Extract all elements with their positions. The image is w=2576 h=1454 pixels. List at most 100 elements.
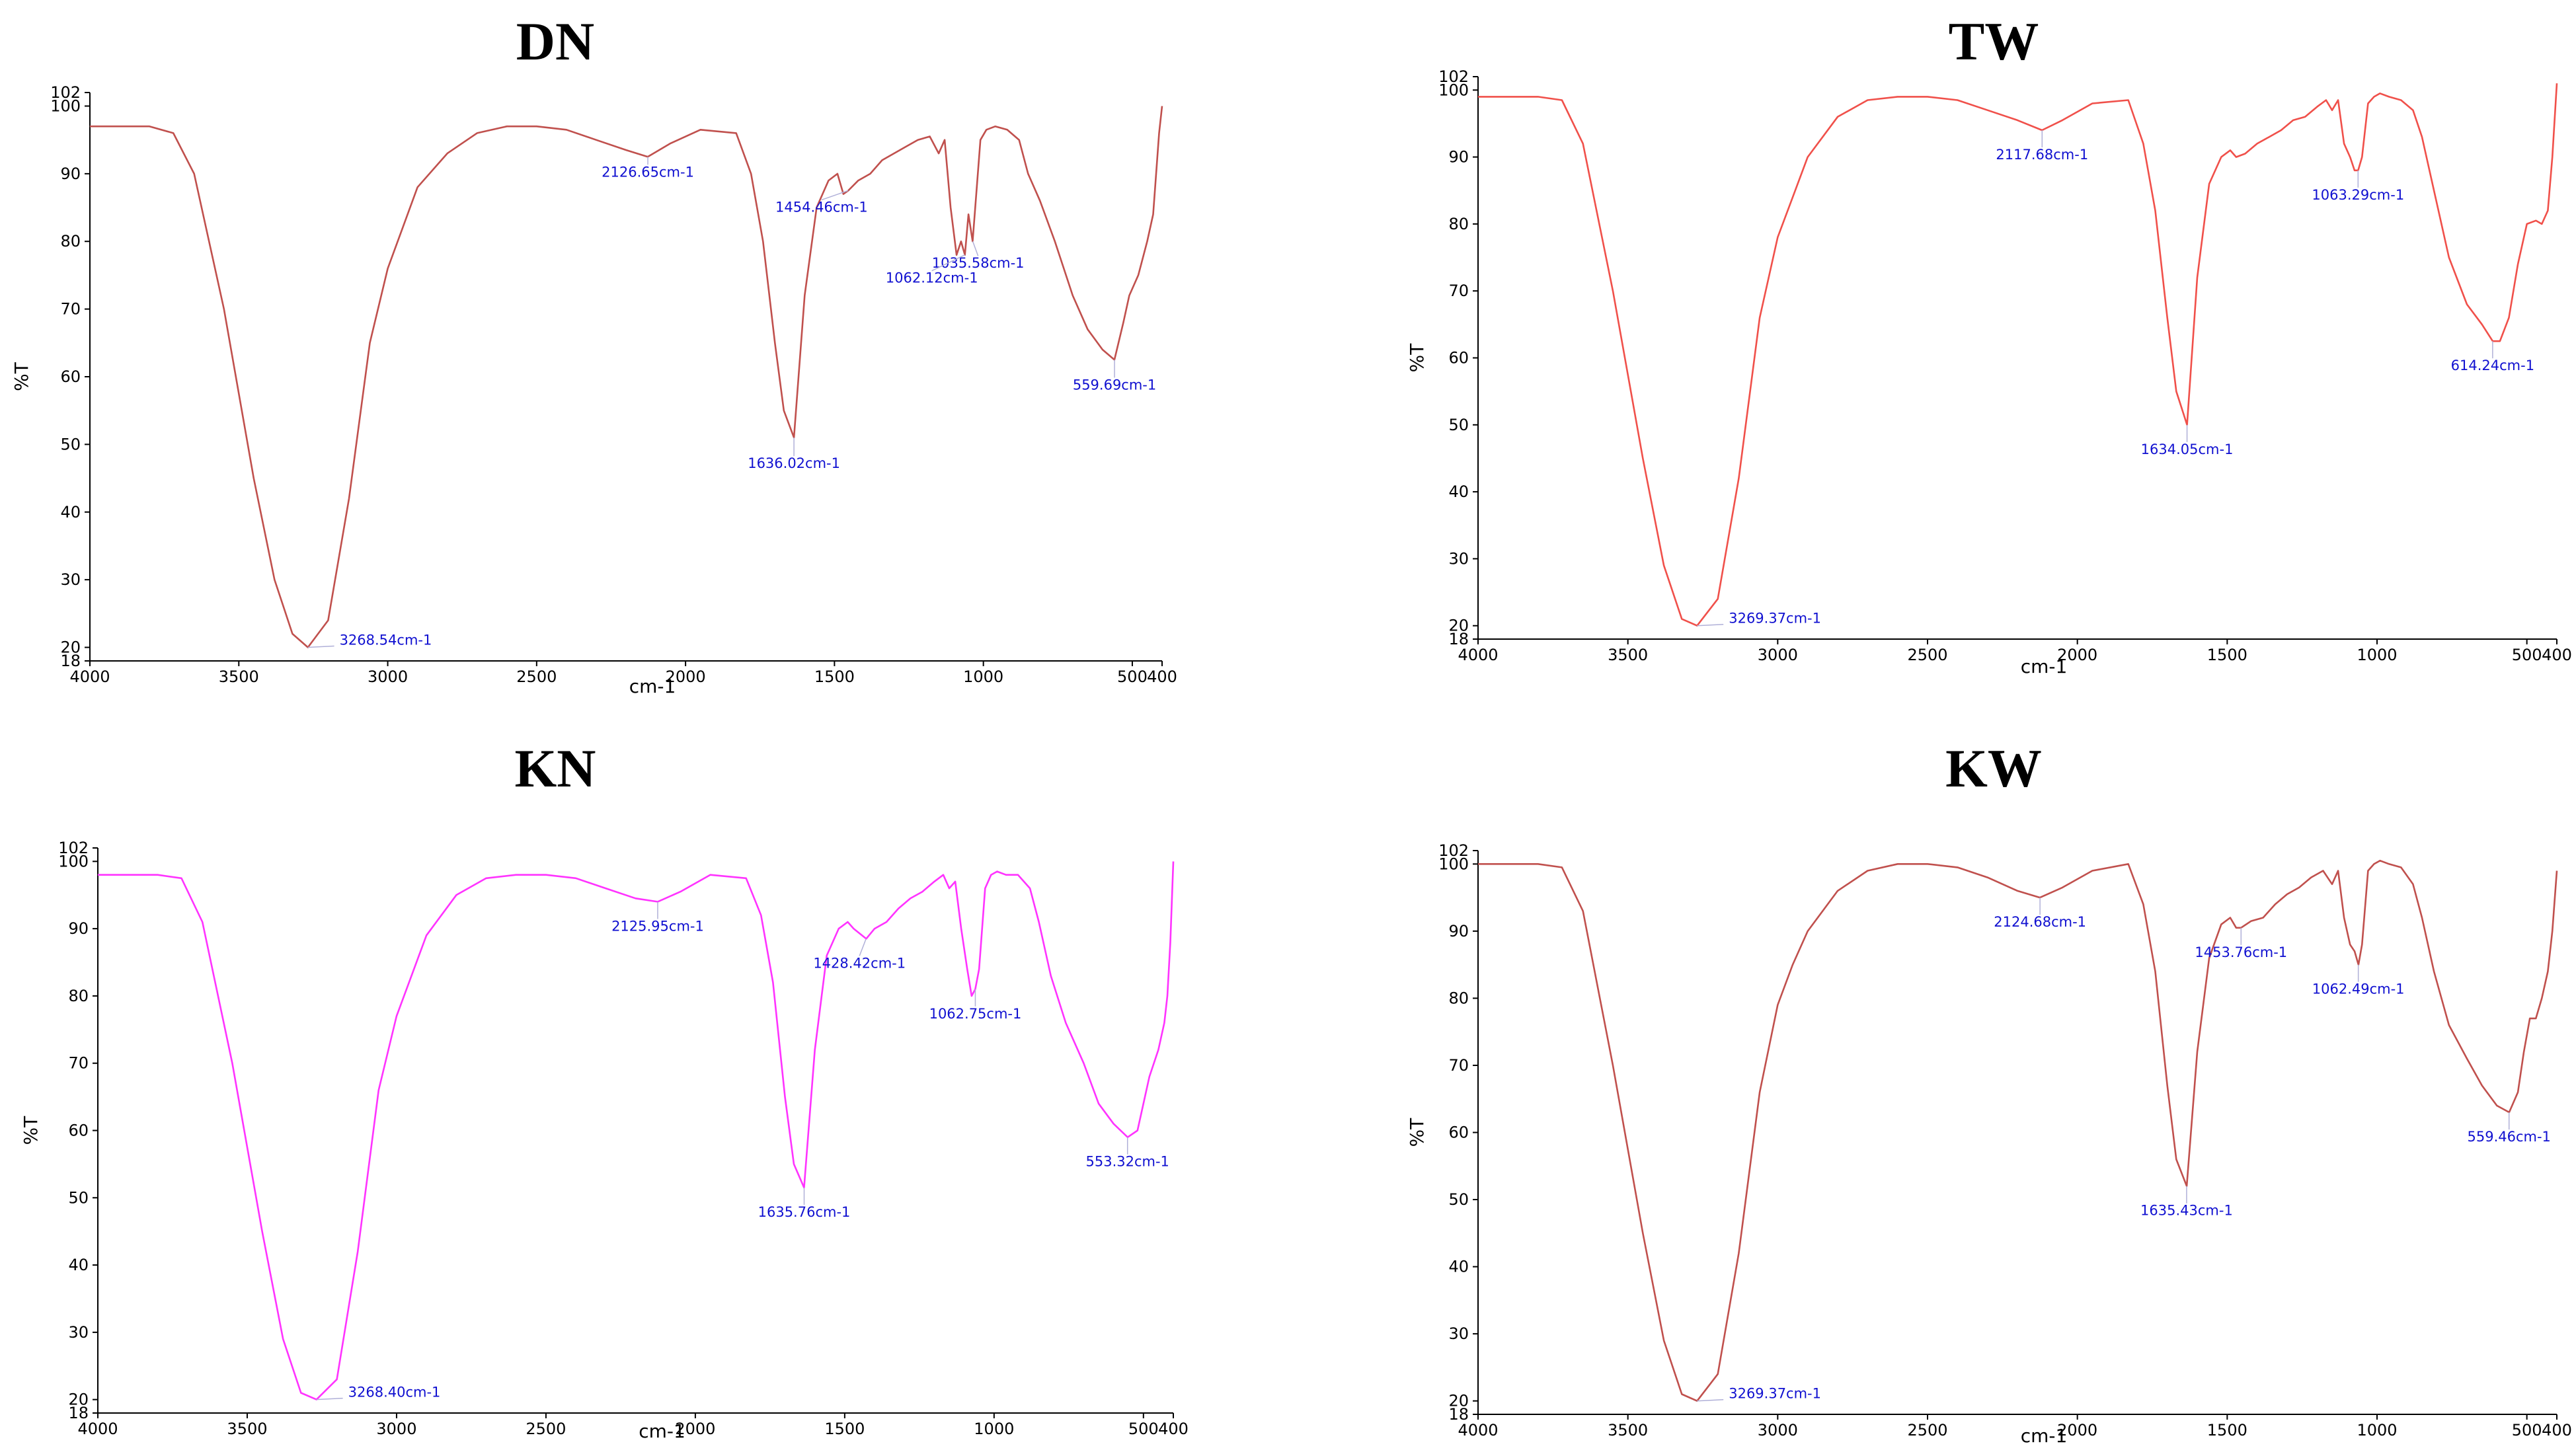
peak-label: 1063.29cm-1 (2312, 187, 2404, 203)
peak-leader-line (859, 938, 867, 956)
spectrum-panel-kn: KN 18 20 30 40 50 60 70 80 90 100 102 4000 3500 3000 2… (0, 727, 1288, 1454)
peak-label: 2125.95cm-1 (611, 918, 704, 934)
y-tick-label: 50 (68, 1188, 89, 1207)
y-tick-label: 80 (60, 232, 81, 250)
y-tick-label: 80 (1448, 989, 1469, 1007)
x-tick-label: 500 (1128, 1420, 1159, 1438)
x-tick-label: 2000 (2057, 1421, 2097, 1439)
peak-label: 3269.37cm-1 (1729, 611, 1821, 627)
y-tick-label: 18 (1448, 1405, 1469, 1424)
y-tick-label: 90 (1448, 148, 1469, 167)
y-tick-label: 100 (58, 852, 89, 870)
x-tick-label: 3500 (1608, 646, 1648, 664)
peak-label: 1636.02cm-1 (748, 455, 840, 471)
x-tick-label: 3000 (376, 1420, 416, 1438)
y-axis-label: %T (20, 1116, 42, 1145)
x-tick-label: 4000 (69, 668, 110, 686)
peak-label: 2126.65cm-1 (602, 164, 694, 180)
x-tick-label: 2000 (666, 668, 706, 686)
y-tick-label: 100 (50, 96, 81, 115)
y-tick-label: 50 (1448, 416, 1469, 434)
peak-label: 1428.42cm-1 (813, 955, 906, 971)
spectrum-panel-kw: KW 18 20 30 40 50 60 70 80 90 100 102 4000 3500 3000 2… (1288, 727, 2575, 1454)
peak-label: 559.46cm-1 (2468, 1129, 2551, 1145)
x-tick-label: 500 (1117, 668, 1148, 686)
x-tick-label: 3500 (227, 1420, 267, 1438)
peak-leader-line (931, 254, 966, 272)
y-tick-label: 40 (68, 1256, 89, 1274)
x-tick-label: 3000 (368, 668, 408, 686)
x-tick-label: 1500 (824, 1420, 865, 1438)
y-axis-label: %T (1406, 343, 1428, 373)
peak-label: 559.69cm-1 (1073, 377, 1156, 393)
y-tick-label: 80 (1448, 215, 1469, 233)
chart-title: KW (1945, 738, 2042, 798)
x-tick-label: 2000 (2057, 646, 2097, 664)
y-axis-label: %T (1406, 1118, 1428, 1147)
x-tick-label: 500 (2512, 1421, 2542, 1439)
x-tick-label: 1500 (2207, 646, 2247, 664)
x-tick-label: 400 (2542, 646, 2572, 664)
y-tick-label: 60 (1448, 349, 1469, 367)
x-tick-label: 3000 (1758, 646, 1798, 664)
y-tick-label: 30 (1448, 1324, 1469, 1343)
y-tick-label: 20 (1448, 1392, 1469, 1410)
peak-label: 3269.37cm-1 (1729, 1386, 1821, 1402)
peak-label: 2124.68cm-1 (1994, 914, 2086, 930)
x-tick-label: 3500 (1608, 1421, 1648, 1439)
x-tick-label: 2500 (526, 1420, 566, 1438)
y-tick-label: 70 (1448, 1056, 1469, 1075)
y-tick-label: 70 (1448, 282, 1469, 300)
y-tick-label: 20 (1448, 617, 1469, 635)
x-tick-label: 1000 (974, 1420, 1014, 1438)
x-tick-label: 3000 (1758, 1421, 1798, 1439)
peak-label: 3268.40cm-1 (348, 1385, 441, 1400)
x-tick-label: 4000 (1458, 1421, 1498, 1439)
x-tick-label: 3500 (219, 668, 259, 686)
x-tick-label: 4000 (1458, 646, 1498, 664)
y-tick-label: 70 (68, 1054, 89, 1073)
x-tick-label: 4000 (77, 1420, 118, 1438)
y-tick-label: 30 (60, 570, 81, 589)
x-axis-label: cm-1 (639, 1420, 685, 1442)
spectrum-line (1478, 83, 2558, 627)
y-tick-label: 50 (1448, 1190, 1469, 1209)
spectrum-panel-dn: DN 18 20 30 40 50 60 70 80 90 100 102 4000 3500 3000 2… (0, 0, 1288, 727)
y-tick-label: 100 (1438, 81, 1469, 99)
spectrum-line (1478, 859, 2558, 1402)
spectrum-line (98, 861, 1175, 1400)
spectrum-line (90, 106, 1163, 648)
peak-leader-line (1697, 1398, 1724, 1402)
y-tick-label: 90 (60, 165, 81, 183)
x-axis-label: cm-1 (2021, 1425, 2068, 1447)
y-tick-label: 60 (1448, 1124, 1469, 1142)
peak-label: 2117.68cm-1 (1996, 147, 2088, 163)
peak-label: 1453.76cm-1 (2195, 944, 2287, 960)
y-tick-label: 60 (68, 1122, 89, 1140)
y-tick-label: 30 (1448, 549, 1469, 568)
y-tick-label: 90 (68, 919, 89, 938)
y-axis-label: %T (11, 362, 32, 391)
y-tick-label: 50 (60, 435, 81, 453)
y-tick-label: 18 (68, 1404, 89, 1422)
x-tick-label: 500 (2512, 646, 2542, 664)
peak-label: 1635.43cm-1 (2140, 1203, 2233, 1219)
x-tick-label: 2500 (516, 668, 557, 686)
x-tick-label: 1500 (2207, 1421, 2247, 1439)
x-tick-label: 2500 (1907, 646, 1947, 664)
peak-leader-line (821, 190, 849, 201)
x-tick-label: 1000 (2357, 1421, 2397, 1439)
y-tick-label: 40 (1448, 482, 1469, 501)
y-tick-label: 102 (58, 839, 89, 857)
x-tick-label: 400 (1158, 1420, 1189, 1438)
x-tick-label: 1000 (963, 668, 1003, 686)
y-tick-label: 40 (60, 503, 81, 521)
y-tick-label: 20 (60, 638, 81, 657)
y-tick-label: 60 (60, 367, 81, 386)
chart-title: TW (1949, 11, 2039, 71)
x-axis-label: cm-1 (629, 675, 676, 697)
